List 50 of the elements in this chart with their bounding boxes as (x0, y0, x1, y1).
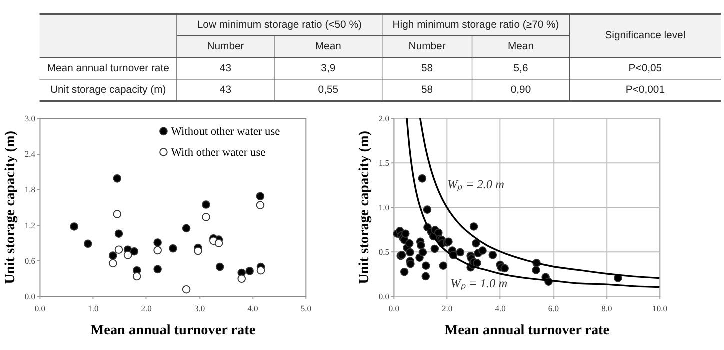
y-tick-label: 2.4 (24, 149, 36, 160)
y-tick-label: 0.0 (378, 291, 390, 302)
y-tick-label: 1.2 (24, 220, 36, 230)
text: 0,55 (318, 85, 339, 96)
x-tick-label: 4.0 (495, 304, 506, 314)
y-tick-label: 2.0 (378, 114, 390, 124)
x-tick-label: 8.0 (602, 304, 612, 314)
y-tick-label: 0.0 (24, 291, 36, 302)
x-axis-title: Mean annual turnover rate (90, 322, 256, 338)
text: Mean (315, 42, 342, 53)
y-tick-label: 1.5 (378, 158, 390, 168)
text: P<0,001 (626, 85, 666, 96)
x-tick-label: 2.0 (442, 304, 453, 314)
series-label: Wₚ = 2.0 m (447, 178, 505, 192)
y-tick-label: 1.8 (24, 184, 36, 195)
x-tick-label: 10.0 (652, 304, 668, 314)
text: 58 (422, 85, 434, 96)
x-tick-label: 0.0 (388, 304, 400, 314)
text: Mean annual turnover rate (47, 63, 170, 74)
x-tick-label: 4.0 (248, 304, 258, 314)
x-axis-title: Mean annual turnover rate (444, 322, 610, 338)
y-axis-title: Unit storage capacity (m) (2, 130, 18, 284)
text: 58 (422, 63, 434, 74)
x-tick-label: 0.0 (34, 304, 46, 314)
text: 43 (220, 63, 232, 74)
y-tick-label: 3.0 (24, 114, 36, 124)
text: Mean (508, 42, 534, 53)
text: 43 (220, 85, 232, 96)
text: Number (408, 42, 446, 53)
x-tick-label: 3.0 (194, 304, 206, 314)
text: 5,6 (514, 63, 528, 74)
series-label: Wₚ = 1.0 m (450, 276, 508, 291)
text: P<0,05 (628, 63, 662, 74)
legend-label: Without other water use (171, 126, 280, 138)
y-tick-label: 0.6 (24, 256, 36, 266)
y-tick-label: 1.0 (378, 202, 390, 212)
x-tick-label: 2.0 (141, 304, 152, 314)
text: Unit storage capacity (m) (50, 85, 166, 96)
x-tick-label: 1.0 (88, 304, 99, 314)
text: 0,90 (510, 85, 532, 96)
text: 3,9 (321, 63, 336, 74)
text: High minimum storage ratio (≥70 %) (392, 20, 560, 31)
text: Low minimum storage ratio (<50 %) (197, 20, 362, 31)
text: Significance level (605, 30, 686, 42)
y-tick-label: 0.5 (378, 246, 390, 257)
x-tick-label: 5.0 (300, 304, 312, 314)
x-tick-label: 6.0 (548, 304, 560, 314)
legend-label: With other water use (171, 147, 266, 160)
y-axis-title: Unit storage capacity (m) (356, 130, 372, 284)
text: Number (207, 42, 245, 53)
